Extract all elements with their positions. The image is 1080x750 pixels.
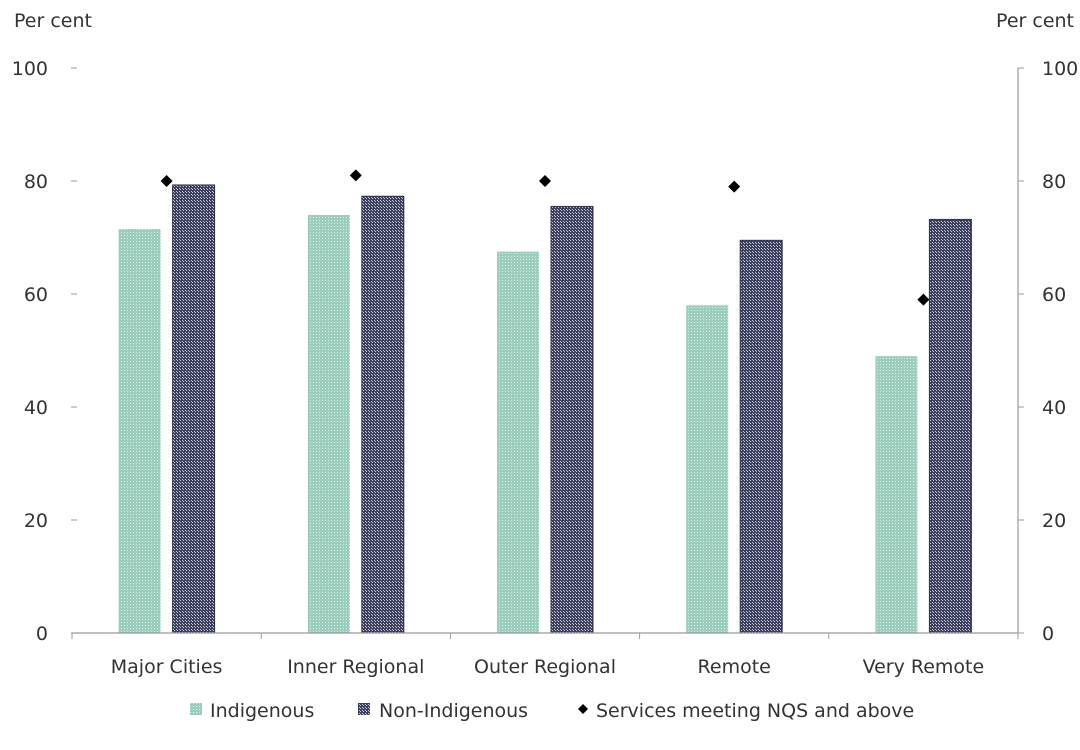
legend-swatch xyxy=(190,703,202,715)
indigenous-bar xyxy=(118,229,161,633)
legend-indigenous: Indigenous xyxy=(190,700,314,722)
indigenous-bar xyxy=(875,356,918,633)
y-right-tick-label: 80 xyxy=(1042,171,1066,193)
legend-label: Services meeting NQS and above xyxy=(596,700,914,722)
x-tick-label: Remote xyxy=(698,656,771,678)
y-right-axis-title: Per cent xyxy=(996,10,1074,32)
legend-non-indigenous: Non-Indigenous xyxy=(358,700,528,722)
y-left-tick-label: 100 xyxy=(12,58,48,80)
legend-label: Indigenous xyxy=(210,700,314,722)
y-right-tick-label: 20 xyxy=(1042,510,1066,532)
x-tick-label: Major Cities xyxy=(111,656,223,678)
nqs-marker xyxy=(917,293,930,306)
y-right-tick-label: 60 xyxy=(1042,284,1066,306)
non-indigenous-bar xyxy=(172,184,216,634)
nqs-marker xyxy=(349,169,362,182)
y-left-tick-label: 40 xyxy=(24,397,48,419)
legend-swatch xyxy=(578,704,588,714)
non-indigenous-bar xyxy=(361,195,405,634)
legend-swatch xyxy=(358,703,370,715)
non-indigenous-bar xyxy=(928,218,972,634)
y-left-tick-label: 80 xyxy=(24,171,48,193)
legend-label: Non-Indigenous xyxy=(379,700,528,722)
y-right-tick-label: 0 xyxy=(1042,623,1054,645)
x-tick-label: Inner Regional xyxy=(287,656,424,678)
nqs-marker xyxy=(160,175,173,187)
y-left-tick-label: 60 xyxy=(24,284,48,306)
indigenous-bar xyxy=(307,214,350,633)
y-right-tick-label: 40 xyxy=(1042,397,1066,419)
non-indigenous-bar xyxy=(550,205,594,634)
legend-nqs: Services meeting NQS and above xyxy=(578,700,914,722)
indigenous-bar xyxy=(497,251,539,633)
y-left-tick-label: 0 xyxy=(36,623,48,645)
indigenous-bar xyxy=(686,305,729,633)
y-right-tick-label: 100 xyxy=(1042,58,1078,80)
x-tick-label: Outer Regional xyxy=(474,656,616,678)
nqs-marker xyxy=(539,175,551,187)
nqs-marker xyxy=(728,180,741,193)
x-tick-label: Very Remote xyxy=(863,656,985,678)
y-left-axis-title: Per cent xyxy=(14,10,92,32)
y-left-tick-label: 20 xyxy=(24,510,48,532)
non-indigenous-bar xyxy=(739,239,783,634)
